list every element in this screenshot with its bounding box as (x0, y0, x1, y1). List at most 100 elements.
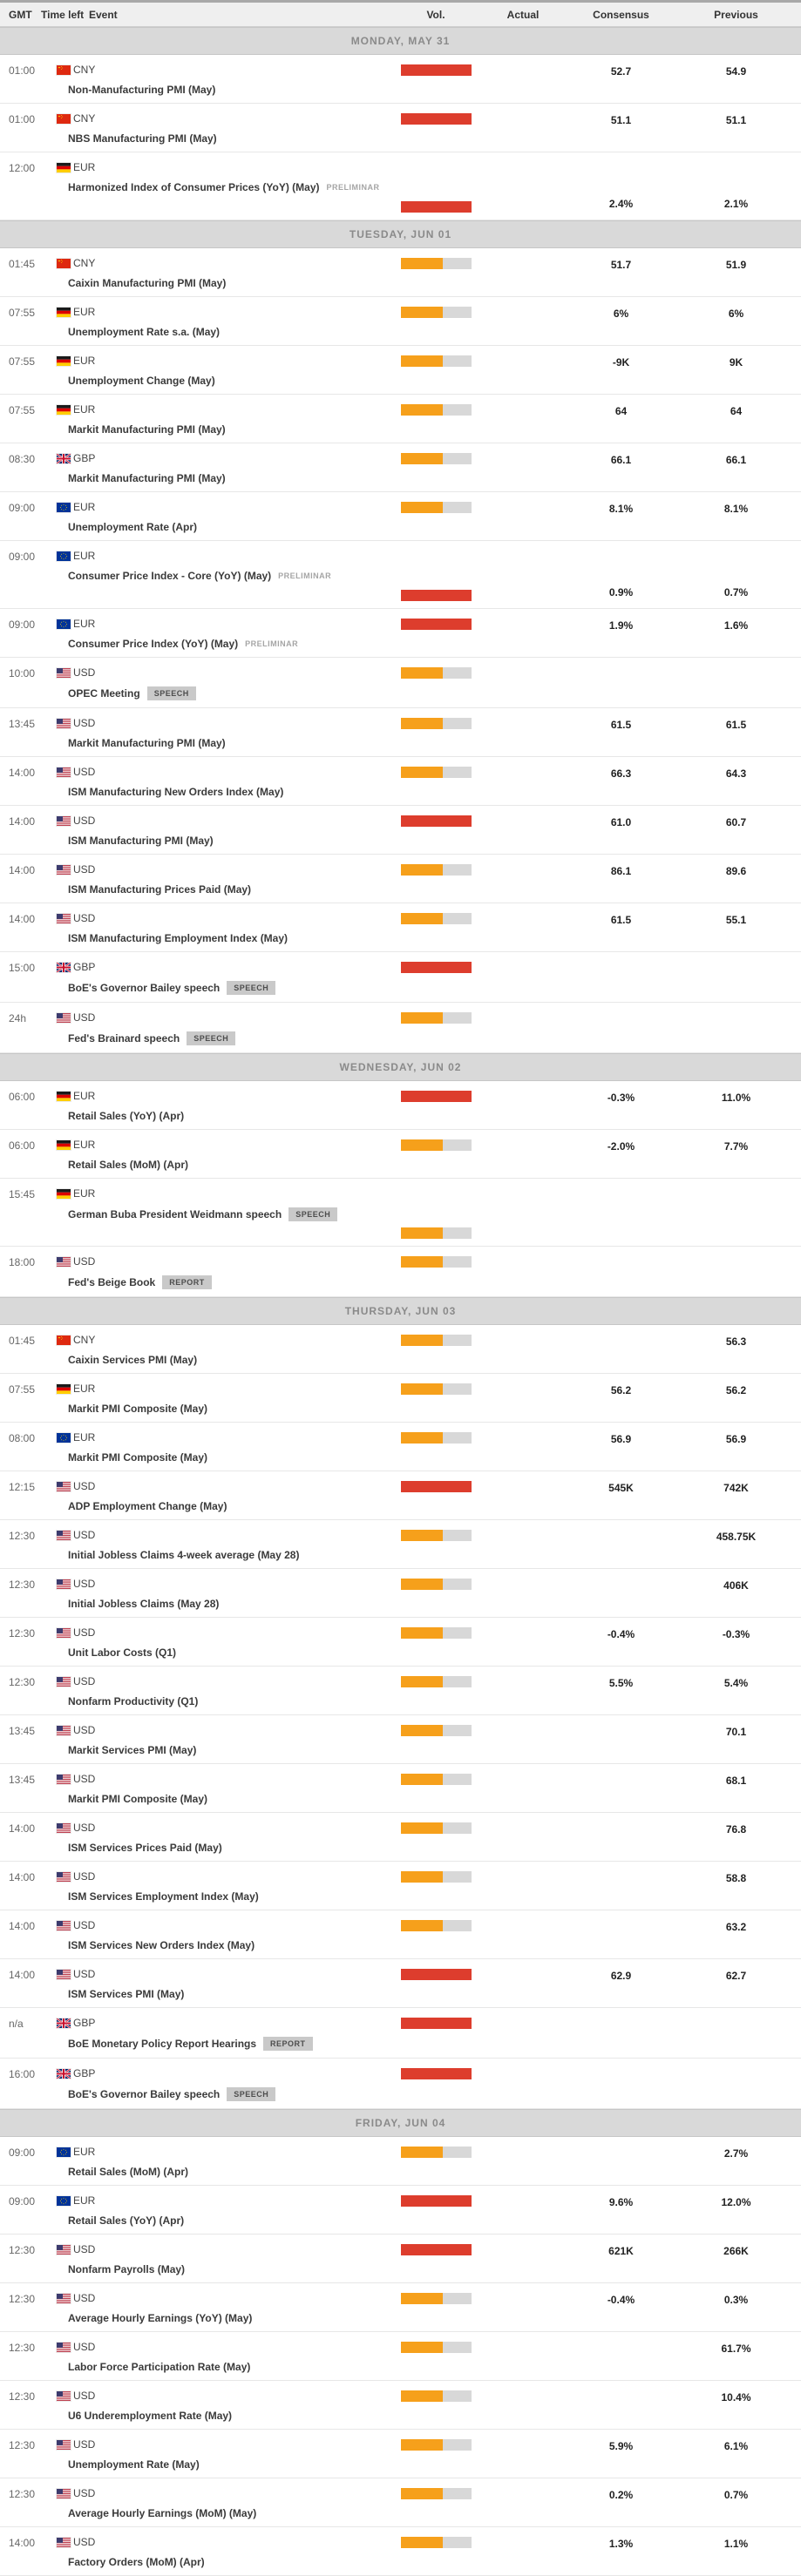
event-name: ISM Services New Orders Index (May) (68, 1939, 255, 1951)
event-row[interactable]: 14:00 USD ISM Manufacturing Employment I… (0, 903, 801, 952)
day-separator: TUESDAY, JUN 01 (0, 220, 801, 248)
event-row[interactable]: 12:30 USD Unit Labor Costs (Q1) -0.4% -0… (0, 1618, 801, 1667)
volatility-bar-fill (400, 2293, 443, 2304)
event-currency-line: USD (39, 1773, 397, 1785)
currency-code: USD (73, 1626, 96, 1639)
event-row[interactable]: 07:55 EUR Unemployment Change (May) -9K … (0, 346, 801, 395)
event-row[interactable]: 12:15 USD ADP Employment Change (May) 54… (0, 1471, 801, 1520)
event-cell: EUR Markit PMI Composite (May) (39, 1423, 397, 1471)
event-row[interactable]: 14:00 USD ISM Manufacturing New Orders I… (0, 757, 801, 806)
event-currency-line: USD (39, 2487, 397, 2499)
volatility-bar-fill (400, 1432, 443, 1444)
consensus-value: 545K (608, 1482, 634, 1494)
event-currency-line: EUR (39, 2194, 397, 2207)
event-row[interactable]: 14:00 USD ISM Manufacturing Prices Paid … (0, 855, 801, 903)
volatility-cell (397, 1179, 475, 1246)
volatility-bar-fill (400, 1481, 472, 1492)
event-name-line: Consumer Price Index - Core (YoY) (May) … (39, 562, 397, 582)
event-row[interactable]: 16:00 GBP BoE's Governor Bailey speech S… (0, 2059, 801, 2109)
volatility-cell (397, 2008, 475, 2058)
event-name: Markit PMI Composite (May) (68, 1451, 208, 1464)
event-time: 12:30 (9, 1579, 36, 1591)
event-row[interactable]: n/a GBP BoE Monetary Policy Report Heari… (0, 2008, 801, 2059)
event-time: 09:00 (9, 619, 36, 631)
event-time: 10:00 (9, 667, 36, 679)
event-row[interactable]: 13:45 USD Markit PMI Composite (May) 68.… (0, 1764, 801, 1813)
event-name-line: Markit PMI Composite (May) (39, 1444, 397, 1464)
volatility-bar-fill (400, 590, 472, 601)
event-row[interactable]: 09:00 EUR Consumer Price Index (YoY) (Ma… (0, 609, 801, 658)
volatility-bar (400, 1256, 472, 1268)
event-row[interactable]: 07:55 EUR Markit PMI Composite (May) 56.… (0, 1374, 801, 1423)
event-row[interactable]: 14:00 USD ISM Services PMI (May) 62.9 62… (0, 1959, 801, 2008)
event-row[interactable]: 12:30 USD Initial Jobless Claims (May 28… (0, 1569, 801, 1618)
event-row[interactable]: 10:00 USD OPEC Meeting SPEECH (0, 658, 801, 708)
consensus-value (571, 1862, 671, 1910)
actual-value (475, 346, 571, 394)
event-row[interactable]: 12:30 USD Labor Force Participation Rate… (0, 2332, 801, 2381)
previous-value (671, 2008, 801, 2058)
event-name: Markit Manufacturing PMI (May) (68, 737, 226, 749)
event-time: 14:00 (9, 1871, 36, 1883)
event-row[interactable]: 07:55 EUR Markit Manufacturing PMI (May)… (0, 395, 801, 443)
currency-code: USD (73, 2438, 96, 2451)
volatility-cell (397, 346, 475, 394)
event-time: 07:55 (9, 355, 36, 368)
event-row[interactable]: 15:45 EUR German Buba President Weidmann… (0, 1179, 801, 1247)
event-time: 12:15 (9, 1481, 36, 1493)
consensus-value (571, 2137, 671, 2185)
event-row[interactable]: 14:00 USD ISM Services New Orders Index … (0, 1910, 801, 1959)
event-name: U6 Underemployment Rate (May) (68, 2410, 233, 2422)
currency-flag-icon (57, 1822, 71, 1833)
event-currency-line: EUR (39, 550, 397, 562)
event-row[interactable]: 12:30 USD Average Hourly Earnings (YoY) … (0, 2283, 801, 2332)
event-row[interactable]: 12:30 USD Nonfarm Productivity (Q1) 5.5%… (0, 1667, 801, 1715)
event-currency-line: GBP (39, 2017, 397, 2029)
actual-value (475, 2478, 571, 2526)
event-row[interactable]: 13:45 USD Markit Manufacturing PMI (May)… (0, 708, 801, 757)
event-row[interactable]: 09:00 EUR Retail Sales (YoY) (Apr) 9.6% … (0, 2186, 801, 2235)
volatility-bar-fill (400, 1579, 443, 1590)
volatility-bar (400, 667, 472, 679)
previous-value: 56.9 (725, 1433, 747, 1445)
actual-value (475, 395, 571, 443)
event-row[interactable]: 12:30 USD Unemployment Rate (May) 5.9% 6… (0, 2430, 801, 2478)
event-row[interactable]: 14:00 USD ISM Services Employment Index … (0, 1862, 801, 1910)
event-row[interactable]: 13:45 USD Markit Services PMI (May) 70.1 (0, 1715, 801, 1764)
currency-flag-icon (57, 1871, 71, 1882)
event-row[interactable]: 09:00 EUR Retail Sales (MoM) (Apr) 2.7% (0, 2137, 801, 2186)
event-name-line: Average Hourly Earnings (YoY) (May) (39, 2304, 397, 2324)
currency-flag-icon (57, 1481, 71, 1491)
event-row[interactable]: 01:45 CNY Caixin Services PMI (May) 56.3 (0, 1325, 801, 1374)
volatility-bar (400, 1012, 472, 1024)
event-row[interactable]: 14:00 USD Factory Orders (MoM) (Apr) 1.3… (0, 2527, 801, 2576)
event-name-line: Unit Labor Costs (Q1) (39, 1639, 397, 1659)
event-row[interactable]: 09:00 EUR Consumer Price Index - Core (Y… (0, 541, 801, 609)
event-row[interactable]: 06:00 EUR Retail Sales (MoM) (Apr) -2.0%… (0, 1130, 801, 1179)
event-row[interactable]: 12:30 USD U6 Underemployment Rate (May) … (0, 2381, 801, 2430)
event-row[interactable]: 14:00 USD ISM Services Prices Paid (May)… (0, 1813, 801, 1862)
volatility-bar (400, 404, 472, 416)
volatility-bar (400, 1920, 472, 1931)
event-row[interactable]: 07:55 EUR Unemployment Rate s.a. (May) 6… (0, 297, 801, 346)
event-row[interactable]: 01:00 CNY NBS Manufacturing PMI (May) 51… (0, 104, 801, 152)
event-row[interactable]: 08:00 EUR Markit PMI Composite (May) 56.… (0, 1423, 801, 1471)
event-row[interactable]: 01:00 CNY Non-Manufacturing PMI (May) 52… (0, 55, 801, 104)
currency-code: USD (73, 2341, 96, 2353)
consensus-value: -0.3% (607, 1092, 635, 1104)
event-row[interactable]: 12:30 USD Initial Jobless Claims 4-week … (0, 1520, 801, 1569)
volatility-bar-fill (400, 1091, 472, 1102)
event-row[interactable]: 14:00 USD ISM Manufacturing PMI (May) 61… (0, 806, 801, 855)
volatility-bar-fill (400, 2195, 472, 2207)
volatility-bar (400, 718, 472, 729)
event-row[interactable]: 12:30 USD Nonfarm Payrolls (May) 621K 26… (0, 2235, 801, 2283)
event-row[interactable]: 24h USD Fed's Brainard speech SPEECH (0, 1003, 801, 1053)
event-row[interactable]: 06:00 EUR Retail Sales (YoY) (Apr) -0.3%… (0, 1081, 801, 1130)
event-row[interactable]: 09:00 EUR Unemployment Rate (Apr) 8.1% 8… (0, 492, 801, 541)
event-row[interactable]: 01:45 CNY Caixin Manufacturing PMI (May)… (0, 248, 801, 297)
event-row[interactable]: 18:00 USD Fed's Beige Book REPORT (0, 1247, 801, 1297)
event-row[interactable]: 12:30 USD Average Hourly Earnings (MoM) … (0, 2478, 801, 2527)
event-row[interactable]: 15:00 GBP BoE's Governor Bailey speech S… (0, 952, 801, 1003)
event-row[interactable]: 08:30 GBP Markit Manufacturing PMI (May)… (0, 443, 801, 492)
event-row[interactable]: 12:00 EUR Harmonized Index of Consumer P… (0, 152, 801, 220)
